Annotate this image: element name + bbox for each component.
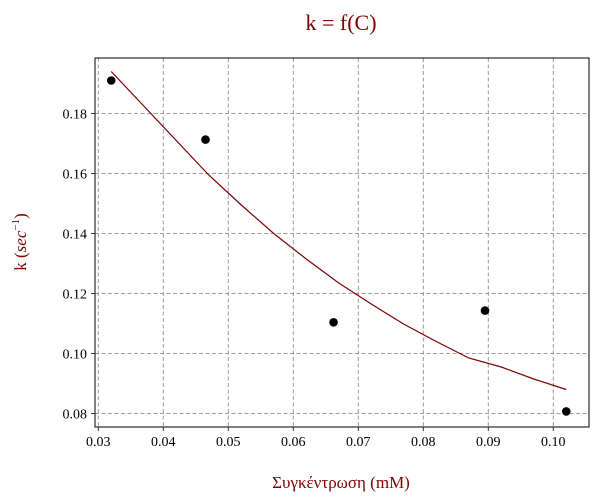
y-tick-label: 0.16 xyxy=(63,168,88,183)
y-tick-label: 0.18 xyxy=(63,108,88,123)
data-point xyxy=(480,306,490,315)
y-label-exponent: −1 xyxy=(10,219,22,231)
fit-curve-layer xyxy=(110,71,567,391)
data-point xyxy=(561,407,571,416)
x-tick-label: 0.10 xyxy=(541,435,566,450)
data-point xyxy=(329,318,338,327)
x-tick-label: 0.06 xyxy=(281,435,306,450)
chart-title: k = f(C) xyxy=(305,10,376,35)
y-axis-label: k (sec−1) xyxy=(10,213,30,271)
x-axis-label: Συγκέντρωση (mM) xyxy=(272,473,410,492)
x-tick-label: 0.08 xyxy=(411,435,436,450)
grid xyxy=(95,58,589,427)
fit-curve xyxy=(110,71,567,391)
x-axis-ticks: 0.03 0.04 0.05 0.06 0.07 0.08 0.09 0.10 xyxy=(86,427,566,450)
data-point xyxy=(106,76,116,85)
x-tick-label: 0.09 xyxy=(476,435,501,450)
data-point xyxy=(201,135,210,144)
y-axis-ticks: 0.08 0.10 0.12 0.14 0.16 0.18 xyxy=(63,108,95,423)
y-tick-label: 0.14 xyxy=(63,228,88,243)
y-label-suffix: ) xyxy=(11,213,30,219)
y-tick-label: 0.12 xyxy=(63,288,88,303)
x-tick-label: 0.04 xyxy=(151,435,176,450)
y-tick-label: 0.10 xyxy=(63,348,88,363)
plot-frame xyxy=(94,57,590,428)
y-label-prefix: k ( xyxy=(11,252,30,271)
x-tick-label: 0.05 xyxy=(216,435,241,450)
data-points-layer xyxy=(106,76,571,416)
y-tick-label: 0.08 xyxy=(63,408,88,423)
x-tick-label: 0.07 xyxy=(346,435,371,450)
x-tick-label: 0.03 xyxy=(86,435,111,450)
y-label-unit: sec xyxy=(11,230,30,252)
